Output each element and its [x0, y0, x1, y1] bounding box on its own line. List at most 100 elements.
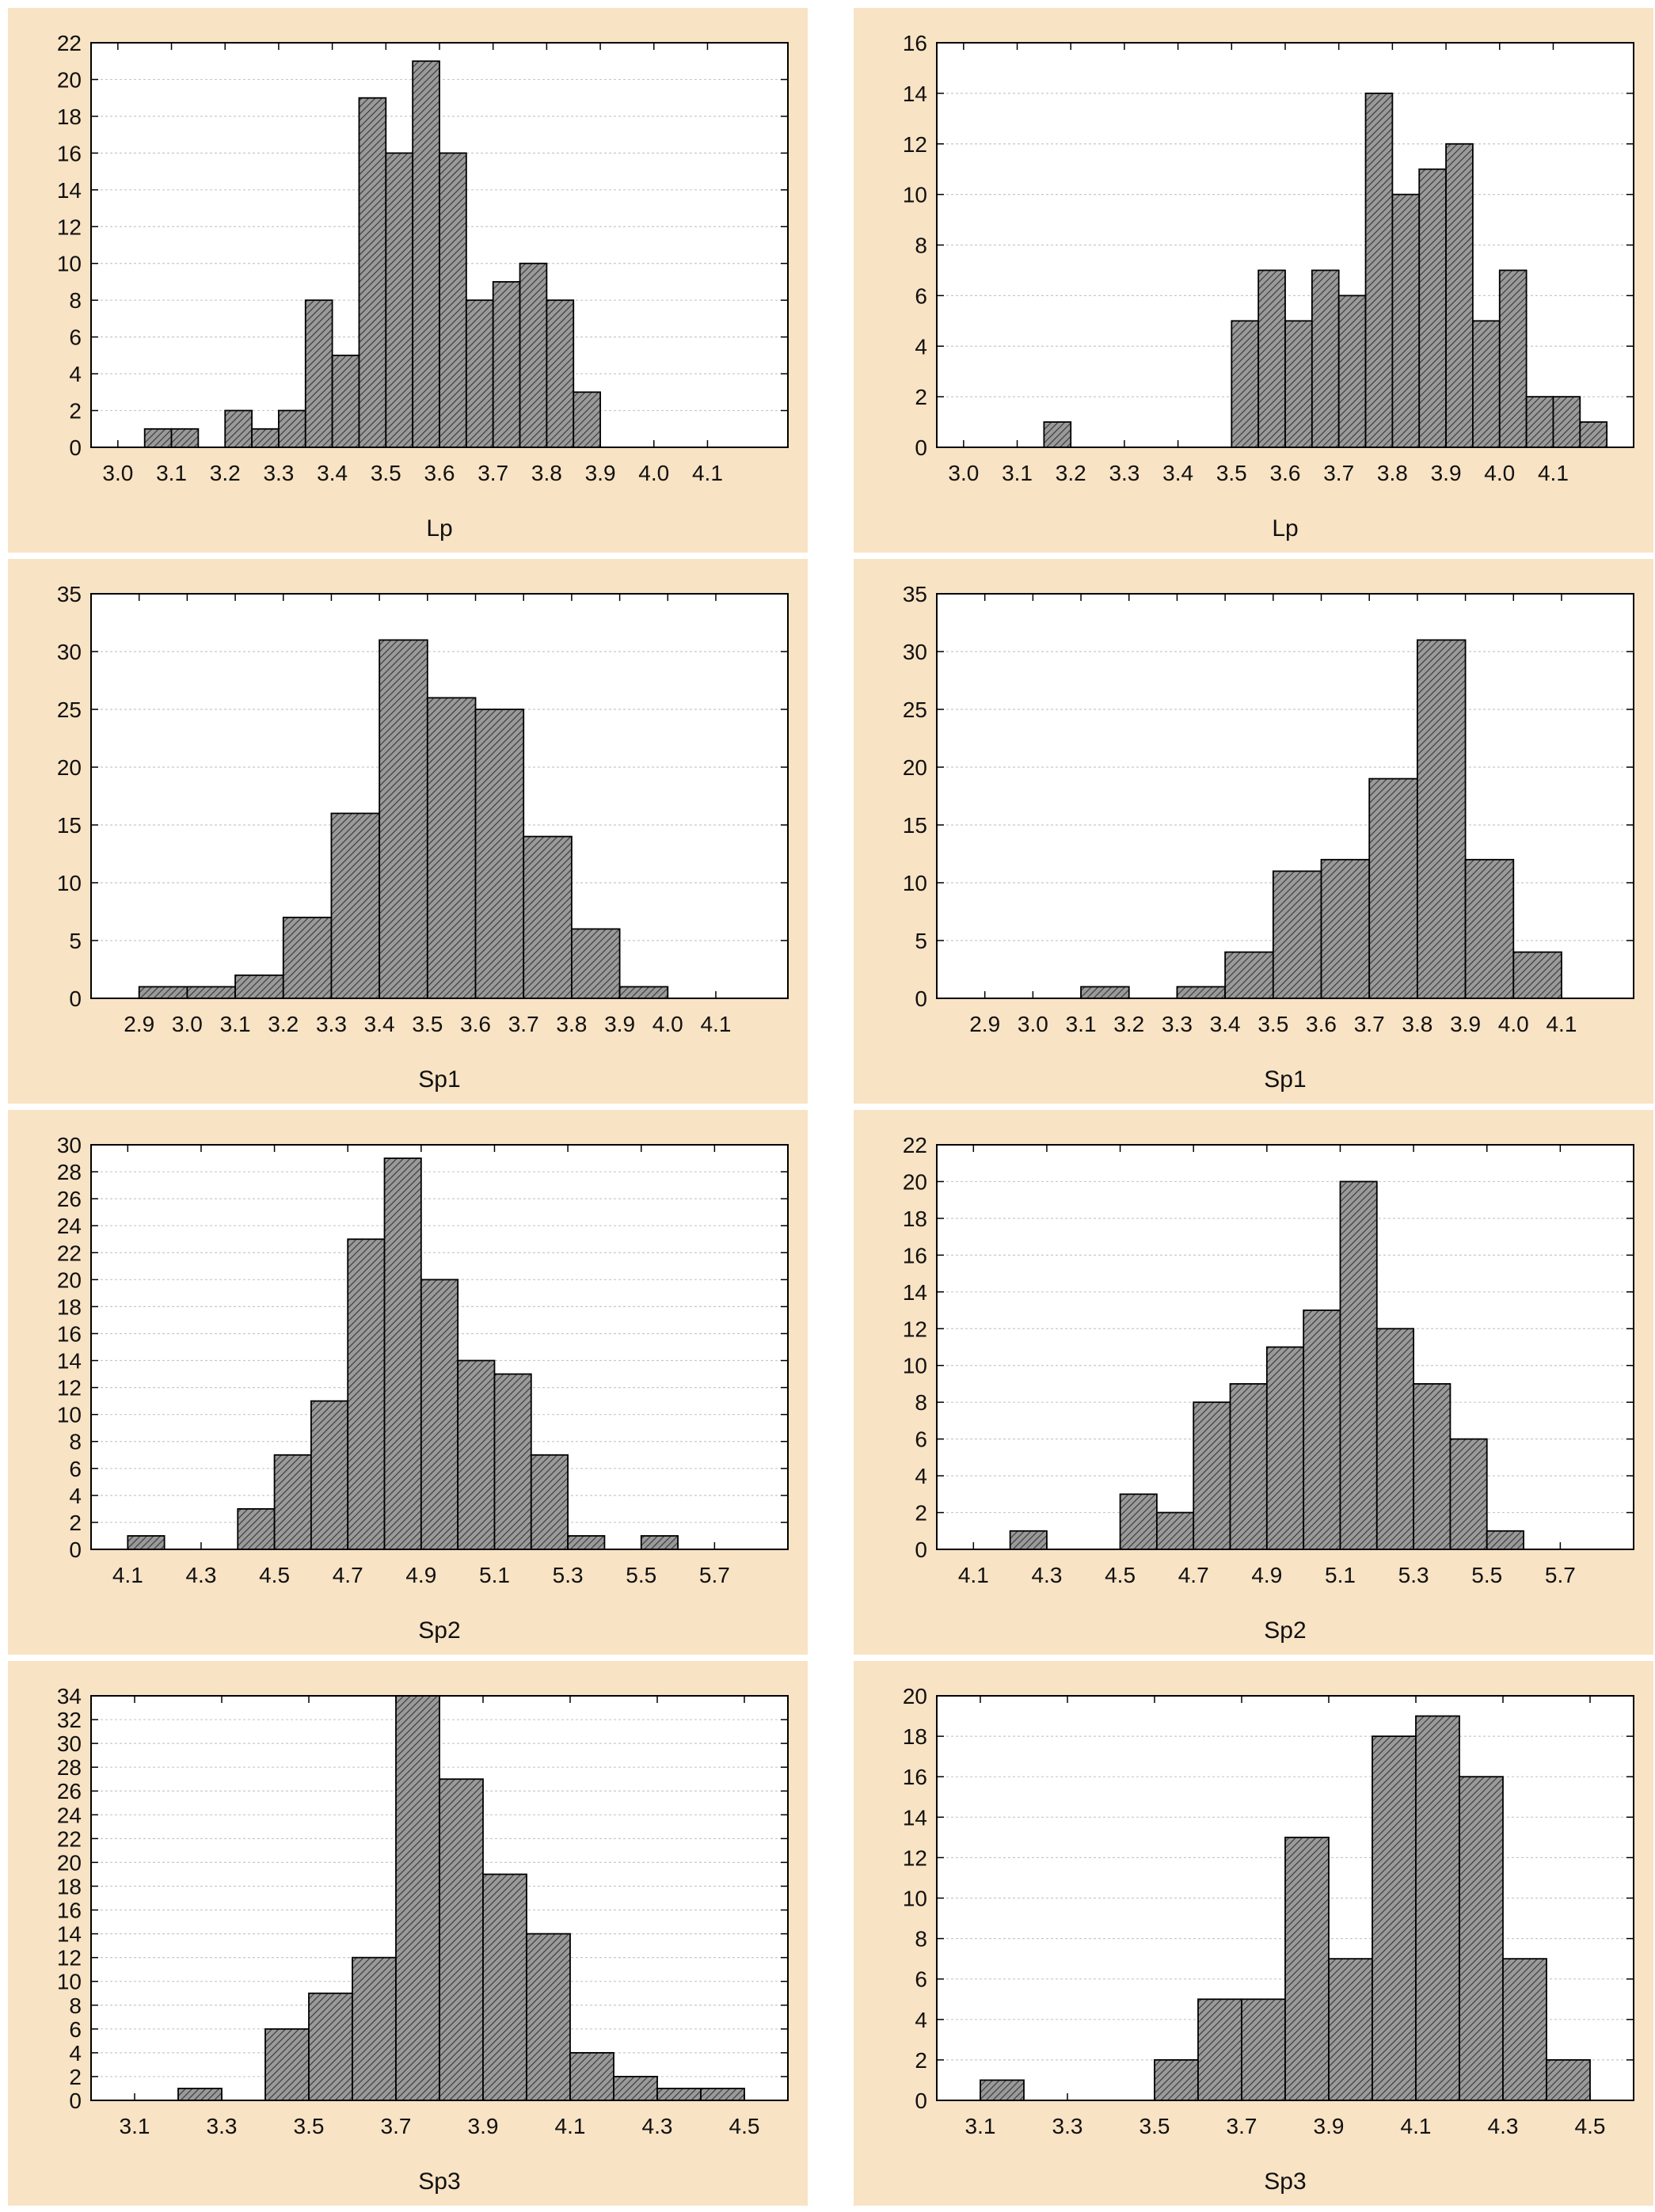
- histogram-bar: [1241, 1998, 1286, 2101]
- x-tick-label: 4.1: [555, 2114, 586, 2138]
- y-tick-label: 12: [903, 132, 927, 157]
- x-tick-label: 4.5: [729, 2114, 760, 2138]
- histogram-bar: [383, 1157, 422, 1550]
- y-tick-label: 14: [903, 1805, 927, 1830]
- histogram-bar: [1009, 1530, 1048, 1550]
- histogram-panel-5: 0 2 4 6 8 10 12 14 16 18 20 22 24 26 28 30 4.1 4.3 4.5 4.7 4…: [8, 1110, 808, 1655]
- x-axis-title: Sp2: [418, 1617, 460, 1644]
- y-tick-label: 12: [57, 1946, 82, 1971]
- y-tick-label: 20: [903, 1169, 927, 1194]
- x-tick-label: 3.6: [460, 1012, 491, 1036]
- histogram-bar: [1449, 1438, 1488, 1550]
- x-axis-title: Lp: [426, 515, 452, 542]
- x-tick-label: 3.9: [1314, 2114, 1345, 2138]
- y-tick-label: 14: [57, 1349, 82, 1374]
- histogram-bar: [1339, 1180, 1378, 1550]
- x-axis-title: Sp1: [418, 1066, 460, 1093]
- y-tick-label: 8: [69, 1430, 82, 1454]
- histogram-bar: [352, 1956, 397, 2101]
- y-tick-label: 12: [903, 1317, 927, 1341]
- histogram-bar: [474, 709, 525, 999]
- x-tick-label: 2.9: [969, 1012, 1000, 1036]
- x-tick-label: 3.6: [424, 461, 455, 485]
- histogram-bar: [251, 428, 280, 448]
- y-tick-label: 14: [903, 82, 927, 106]
- x-tick-label: 3.7: [1227, 2114, 1257, 2138]
- y-tick-label: 16: [903, 1765, 927, 1789]
- plot-frame: [936, 593, 1634, 999]
- y-tick-label: 18: [57, 105, 82, 129]
- x-tick-label: 4.1: [1538, 461, 1569, 485]
- histogram-bar: [1472, 320, 1501, 448]
- y-tick-label: 34: [57, 1684, 82, 1708]
- histogram-bar: [1154, 2058, 1199, 2101]
- y-tick-label: 0: [69, 2088, 82, 2113]
- y-tick-label: 0: [915, 986, 927, 1011]
- y-tick-label: 4: [915, 334, 927, 359]
- x-tick-label: 3.2: [1113, 1012, 1144, 1036]
- histogram-bar: [264, 2028, 310, 2101]
- x-tick-label: 3.5: [1216, 461, 1247, 485]
- x-tick-label: 3.1: [965, 2114, 996, 2138]
- histogram-bar: [618, 986, 669, 999]
- plot-frame: [936, 1144, 1634, 1550]
- x-tick-label: 3.9: [468, 2114, 499, 2138]
- y-tick-label: 15: [57, 813, 82, 838]
- histogram-bar: [1155, 1511, 1195, 1550]
- histogram-bar: [273, 1454, 312, 1550]
- histogram-bar: [1080, 986, 1130, 999]
- y-tick-label: 16: [57, 1321, 82, 1346]
- x-tick-label: 3.8: [531, 461, 562, 485]
- histogram-bar: [573, 391, 601, 448]
- histogram-bar: [1311, 269, 1340, 448]
- histogram-bar: [143, 428, 173, 448]
- y-tick-label: 14: [57, 178, 82, 203]
- x-tick-label: 3.4: [1210, 1012, 1241, 1036]
- y-tick-label: 6: [915, 1427, 927, 1452]
- y-tick-label: 15: [903, 813, 927, 838]
- x-tick-label: 5.7: [1545, 1563, 1576, 1587]
- y-tick-label: 12: [57, 215, 82, 239]
- y-tick-label: 24: [57, 1214, 82, 1238]
- y-tick-label: 20: [903, 755, 927, 780]
- plot-frame: [90, 1695, 789, 2101]
- x-tick-label: 3.1: [156, 461, 187, 485]
- plot-frame: [90, 42, 789, 448]
- x-tick-label: 3.9: [1450, 1012, 1481, 1036]
- y-tick-label: 30: [57, 640, 82, 664]
- histogram-panel-3: 0 5 10 15 20 25 30 35 2.9 3.0 3.1 3.2 3.3 3.4 3.5 3.6 3.…: [8, 559, 808, 1104]
- histogram-bar: [385, 152, 414, 448]
- x-axis-title: Sp2: [1264, 1617, 1306, 1644]
- x-tick-label: 3.4: [1162, 461, 1193, 485]
- histogram-bar: [1272, 870, 1322, 999]
- y-tick-label: 22: [57, 1826, 82, 1851]
- histogram-bar: [1303, 1309, 1341, 1550]
- plot-frame: [936, 1695, 1634, 2101]
- histogram-bar: [1579, 421, 1608, 448]
- x-tick-label: 5.3: [553, 1563, 584, 1587]
- histogram-bar: [1445, 143, 1474, 448]
- x-tick-label: 3.4: [317, 461, 348, 485]
- histogram-bar: [1391, 193, 1421, 448]
- y-tick-label: 26: [57, 1779, 82, 1803]
- histogram-panel-4: 0 5 10 15 20 25 30 35 2.9 3.0 3.1 3.2 3.3 3.4 3.5 3.6 3.…: [854, 559, 1653, 1104]
- x-tick-label: 4.5: [1575, 2114, 1606, 2138]
- x-tick-label: 3.9: [604, 1012, 635, 1036]
- x-tick-label: 4.9: [1251, 1563, 1282, 1587]
- histogram-bar: [1486, 1530, 1524, 1550]
- histogram-bar: [519, 262, 548, 448]
- y-tick-label: 2: [915, 2048, 927, 2073]
- histogram-panel-7: 0 2 4 6 8 10 12 14 16 18 20 22 24 26 28 30 32 34 3.1 3.3 3.5…: [8, 1661, 808, 2206]
- y-tick-label: 25: [903, 697, 927, 722]
- y-tick-label: 2: [69, 1511, 82, 1535]
- y-tick-label: 6: [915, 283, 927, 308]
- histogram-bar: [170, 428, 200, 448]
- x-tick-label: 3.6: [1270, 461, 1301, 485]
- x-tick-label: 3.5: [371, 461, 401, 485]
- histogram-bar: [570, 928, 621, 999]
- x-tick-label: 2.9: [124, 1012, 154, 1036]
- histogram-bar: [358, 97, 387, 448]
- histogram-bar: [1193, 1401, 1231, 1550]
